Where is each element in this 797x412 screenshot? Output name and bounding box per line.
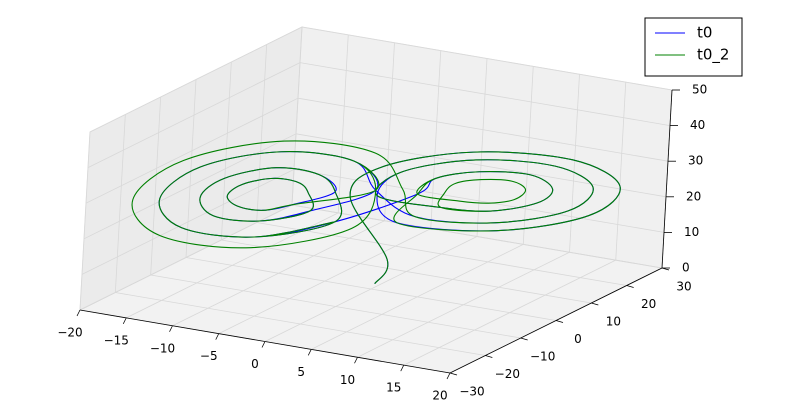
grid-line	[337, 34, 349, 213]
y-tick-label: −10	[530, 350, 555, 364]
axes-panes	[78, 26, 673, 374]
tick-mark	[76, 309, 81, 317]
grid-line	[256, 44, 268, 223]
grid-line	[430, 50, 442, 229]
tick-mark	[354, 357, 358, 364]
legend-label: t0_2	[697, 46, 729, 65]
grid-line	[615, 82, 627, 261]
grid-line	[85, 97, 299, 204]
tick-mark	[520, 337, 528, 341]
y-tick-label: 10	[606, 315, 621, 329]
x-tick-label: 0	[251, 357, 259, 371]
series-line	[131, 140, 621, 285]
grid-line	[476, 58, 488, 237]
grid-line	[291, 204, 663, 269]
y-tick-label: −30	[459, 385, 484, 399]
y-axis-line	[449, 267, 663, 374]
grid-line	[569, 74, 580, 253]
y-tick-label: 0	[574, 332, 582, 346]
z-tick-label: 50	[692, 83, 707, 97]
tick-mark	[215, 333, 220, 340]
grid-line	[114, 114, 126, 293]
y-tick-label: 30	[676, 280, 691, 294]
grid-line	[299, 62, 671, 126]
z-tick-label: 0	[682, 261, 690, 275]
x-tick-label: −15	[104, 333, 129, 347]
grid-line	[115, 292, 486, 356]
z-tick-label: 40	[690, 118, 705, 132]
grid-line	[185, 79, 197, 258]
tick-mark	[307, 349, 312, 356]
tick-labels: −20 −15 −10 −5 0 5 10 15 20 −30 −20 −10 0 10 20 30 0 10 20…	[57, 83, 707, 403]
grid-line	[79, 204, 293, 311]
grid-line	[297, 97, 669, 162]
grid-line	[522, 66, 534, 245]
x-tick-label: 15	[386, 381, 401, 395]
grid-line	[79, 131, 91, 311]
x-tick-label: −5	[200, 349, 218, 363]
x-tick-label: −10	[150, 341, 175, 355]
tick-mark	[485, 355, 493, 358]
tick-mark	[446, 372, 451, 380]
x-tick-label: 5	[297, 365, 305, 379]
grid-line	[89, 26, 303, 133]
tick-mark	[400, 364, 405, 372]
z-tick-label: 30	[688, 154, 703, 168]
x-tick-label: 10	[340, 373, 355, 387]
grid-line	[256, 222, 627, 286]
grid	[76, 26, 680, 380]
grid-line	[221, 239, 592, 304]
tick-mark	[626, 285, 634, 288]
grid-line	[220, 61, 232, 241]
tick-mark	[261, 341, 266, 348]
grid-line	[87, 62, 301, 168]
z-tick-label: 20	[686, 189, 701, 203]
grid-line	[150, 274, 521, 339]
grid-line	[150, 96, 162, 276]
grid-line	[301, 26, 673, 91]
tick-mark	[555, 320, 564, 323]
legend: t0 t0_2	[644, 17, 743, 77]
legend-label: t0	[697, 24, 712, 42]
z-tick-label: 10	[684, 225, 699, 239]
tick-mark	[169, 325, 173, 332]
tick-mark	[591, 302, 599, 306]
y-tick-label: −20	[495, 367, 520, 381]
grid-line	[384, 42, 395, 221]
x-axis-line	[79, 309, 451, 374]
legend-box	[644, 17, 743, 77]
z-axis-line	[661, 89, 673, 269]
y-tick-label: 20	[641, 297, 656, 311]
grid-line	[81, 169, 295, 275]
tick-mark	[122, 317, 127, 325]
tick-mark	[449, 372, 458, 376]
grid-line	[293, 169, 665, 233]
x-tick-label: 20	[432, 389, 447, 403]
grid-line	[291, 26, 303, 206]
grid-line	[295, 133, 667, 198]
plot-lines	[131, 140, 621, 285]
x-tick-label: −20	[57, 326, 82, 340]
grid-line	[83, 133, 297, 240]
grid-line	[185, 257, 557, 321]
